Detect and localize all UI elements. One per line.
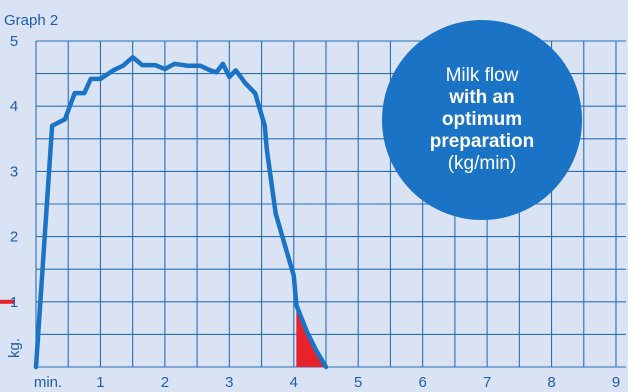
y-axis-label: kg. bbox=[6, 338, 23, 358]
x-tick-label: 9 bbox=[612, 374, 620, 391]
chart-title: Graph 2 bbox=[4, 12, 58, 29]
x-tick-label: 5 bbox=[354, 374, 362, 391]
x-tick-label: 8 bbox=[547, 374, 555, 391]
y-tick-label: 1 bbox=[10, 294, 18, 311]
x-tick-label: 2 bbox=[161, 374, 169, 391]
y-tick-label: 4 bbox=[10, 98, 18, 115]
x-tick-label: 7 bbox=[483, 374, 491, 391]
badge-line-4: preparation bbox=[429, 131, 535, 153]
badge-line-5: (kg/min) bbox=[447, 153, 517, 175]
x-tick-label: 6 bbox=[418, 374, 426, 391]
milk-flow-line bbox=[33, 55, 329, 370]
x-tick-label: 3 bbox=[225, 374, 233, 391]
x-tick-label: 1 bbox=[96, 374, 104, 391]
badge-line-1: Milk flow bbox=[445, 64, 519, 86]
x-tick-label: min. bbox=[34, 374, 62, 391]
y-tick-label: 2 bbox=[10, 229, 18, 246]
dripping-area bbox=[296, 305, 326, 367]
badge-line-2: with an bbox=[449, 86, 515, 108]
y-tick-label: 3 bbox=[10, 163, 18, 180]
x-tick-label: 4 bbox=[290, 374, 298, 391]
badge-line-3: optimum bbox=[441, 108, 523, 130]
y-tick-label: 5 bbox=[10, 33, 18, 50]
x-tick-labels: min. 1 2 3 4 5 6 7 8 9 bbox=[34, 374, 620, 391]
milk-flow-badge: Milk flow with an optimum preparation (k… bbox=[382, 20, 582, 220]
y-tick-labels: 1 2 3 4 5 bbox=[10, 33, 18, 311]
